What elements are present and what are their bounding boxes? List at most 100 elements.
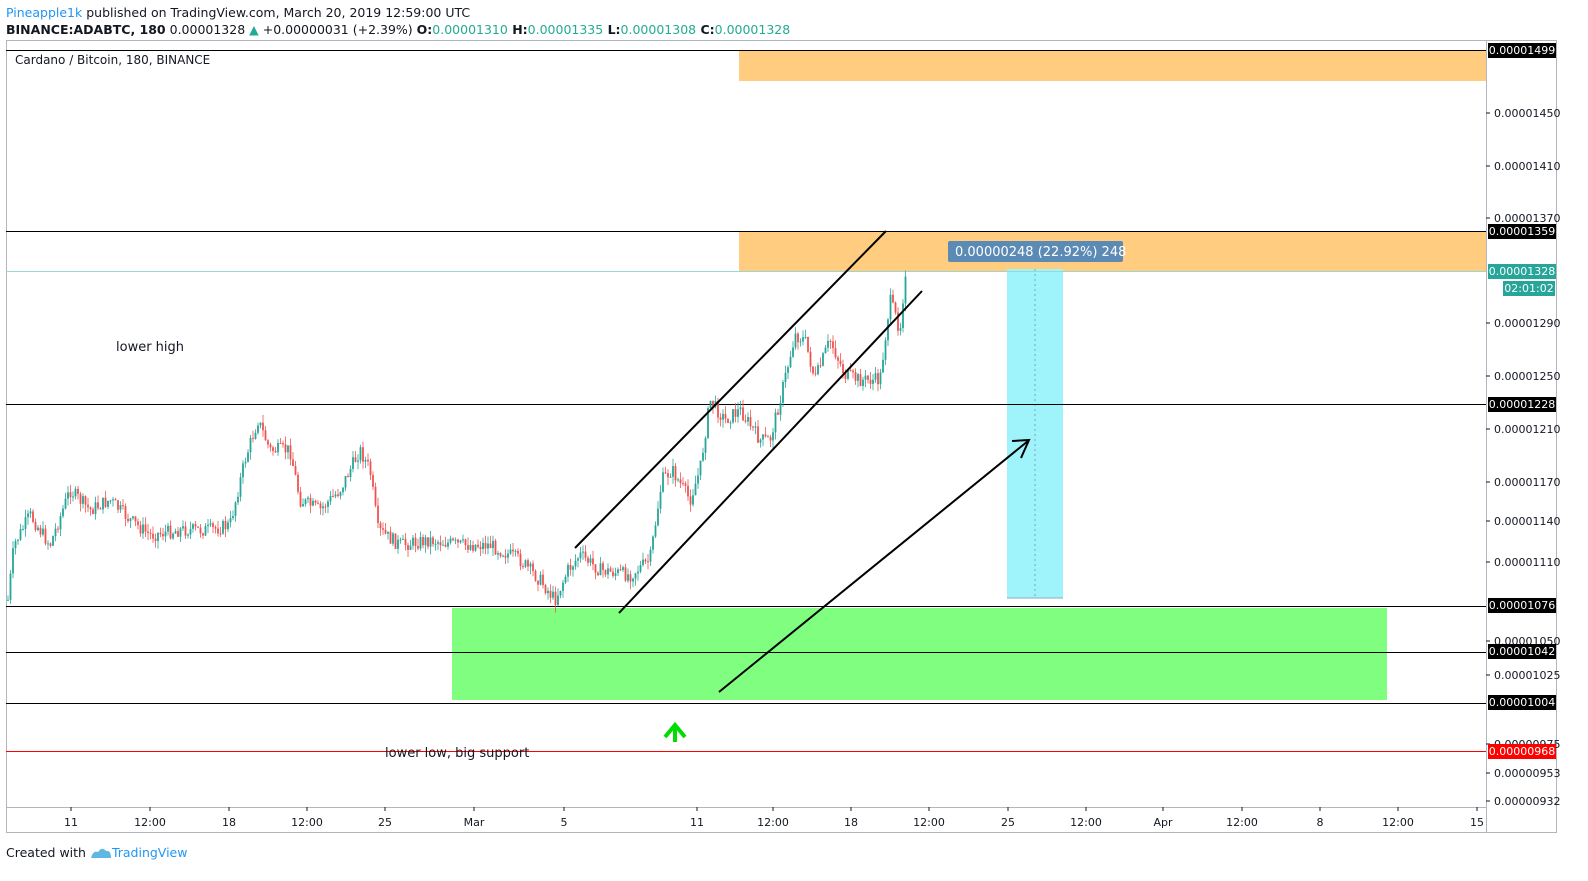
candle-body [512,549,514,552]
ohlc-legend: BINANCE:ADABTC, 180 0.00001328 ▲ +0.0000… [6,22,790,37]
candle-body [464,539,467,546]
up-arrow-icon [663,721,687,742]
candle-body [547,590,549,594]
projection-arrow[interactable] [718,440,1029,693]
publish-info: Pineapple1k published on TradingView.com… [6,5,470,20]
candle-body [29,511,32,514]
candle-body [784,372,787,383]
candle-body [732,409,734,423]
candle-body [847,370,849,379]
candle-body [554,591,557,605]
candle-body [94,502,97,515]
candle-body [652,536,654,550]
x-tick-label: 12:00 [913,816,945,829]
candle-body [197,526,199,528]
candle-body [349,468,352,478]
candle-body [742,407,744,421]
badge-support-mid: 0.00001042 [1489,645,1555,658]
candle-body [844,373,847,379]
candle-body [702,452,704,461]
candle-body [52,536,54,546]
candle-body [102,497,104,510]
candle-body [219,533,222,535]
candle-body [524,560,527,567]
candle-body [699,460,702,476]
candle-body [14,540,17,549]
candle-body [809,351,812,367]
price-axis[interactable]: 0.00001450 0.00001410 0.00001370 0.00001290… [1486,107,1560,808]
candle-body [377,505,379,524]
x-tick-label: 11 [64,816,78,829]
candle-body [439,542,442,546]
candle-body [27,513,29,518]
candle-body [477,544,479,547]
symbol-label: BINANCE:ADABTC, 180 [6,22,166,37]
badge-countdown: 02:01:02 [1504,282,1553,295]
candle-body [549,590,552,598]
candle-body [727,418,729,423]
candle-body [359,447,362,461]
candle-body [34,521,37,531]
candle-body [32,511,34,522]
y-tick-label: 0.00001250 [1494,370,1560,383]
candle-body [82,496,84,504]
candle-body [414,537,417,547]
author-link[interactable]: Pineapple1k [6,5,83,20]
candle-body [647,561,649,563]
channel-lower-line[interactable] [618,290,923,614]
channel-upper-line[interactable] [574,230,887,549]
candle-body [579,552,582,559]
candle-body [19,529,22,540]
candle-body [224,520,227,530]
annotation-lower-high: lower high [116,340,184,355]
candle-body [894,302,897,313]
chart-frame [6,40,1557,833]
badge-big-support: 0.00000968 [1489,745,1555,758]
candle-body [457,539,459,543]
candle-body [384,529,387,534]
candle-body [244,461,247,464]
candle-body [819,365,822,367]
candle-body [339,492,342,496]
annotation-lower-low: lower low, big support [385,746,529,761]
candle-body [352,457,354,469]
candle-body [729,422,732,424]
candle-body [459,540,462,543]
chart-title: Cardano / Bitcoin, 180, BINANCE [15,53,210,67]
candle-body [409,545,412,550]
candle-body [157,532,159,541]
x-tick-label: 18 [222,816,236,829]
candle-body [429,537,432,547]
time-axis[interactable]: 11 12:00 18 12:00 25 Mar 5 11 12:00 18 12:00 25 12:0… [64,807,1484,829]
candle-body [227,522,229,530]
candle-body [122,505,124,507]
candle-body [387,531,389,534]
candle-body [442,544,444,546]
candle-body [257,425,259,433]
candle-body [282,443,284,445]
candle-body [634,573,637,579]
candle-body [67,492,69,499]
candle-body [522,566,524,568]
candle-body [187,534,189,536]
candle-body [667,473,669,478]
badge-support-bottom: 0.00001004 [1489,696,1555,709]
candle-body [604,570,607,575]
candle-body [722,413,724,420]
candle-body [567,564,569,577]
x-tick-label: Apr [1153,816,1173,829]
candle-body [857,374,859,381]
candle-body [334,494,337,497]
candle-body [737,409,739,417]
publish-text: published on TradingView.com, March 20, … [82,5,471,20]
y-tick-label: 0.00001290 [1494,317,1560,330]
tradingview-link[interactable]: TradingView [111,845,188,860]
high-value: 0.00001335 [527,22,604,37]
candle-body [207,524,209,527]
candle-body [287,445,289,453]
candle-body [607,568,609,575]
candle-body [904,276,907,304]
candle-body [104,497,107,507]
candle-body [399,539,402,541]
